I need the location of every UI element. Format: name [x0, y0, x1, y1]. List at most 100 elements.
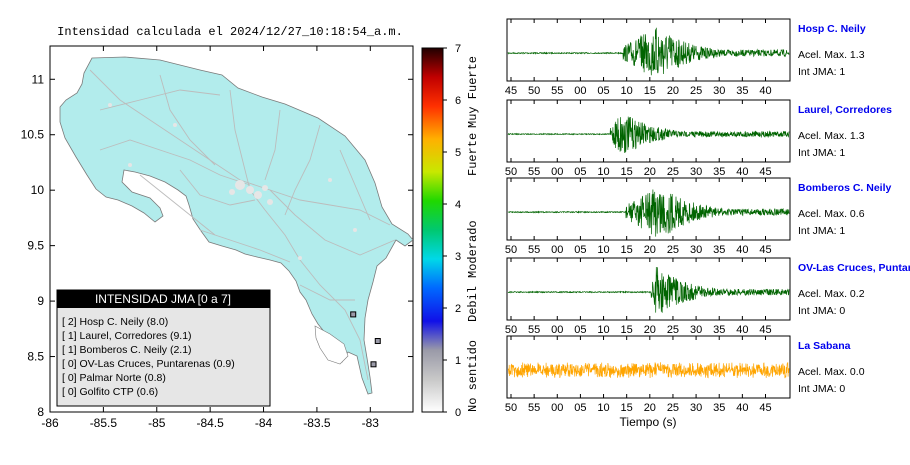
panel-x-tick-label: 15 [644, 85, 656, 97]
map-y-tick-label: 10 [31, 183, 45, 197]
accel-label: Acel. Max. 1.3 [798, 49, 865, 61]
map-y-tick-label: 9 [37, 294, 44, 308]
accel-label: Acel. Max. 1.3 [798, 130, 865, 142]
waveform-panel: 50 55 00 05 10 15 20 25 30 35 40 45 La Sabana Acel. M… [505, 335, 865, 414]
urban-areas [108, 103, 357, 260]
station-name: La Sabana [798, 340, 851, 352]
panel-x-tick-label: 05 [597, 85, 609, 97]
map-title: Intensidad calculada el 2024/12/27_10:18… [57, 25, 403, 39]
colorbar-labels: No sentido Debil Moderado Fuerte Muy Fue… [466, 56, 480, 412]
panel-x-tick-label: 45 [759, 324, 771, 336]
waveform-trace [507, 266, 790, 313]
legend: INTENSIDAD JMA [0 a 7] [ 2] Hosp C. Neil… [56, 289, 271, 407]
station-markers [350, 311, 381, 368]
colorbar-label: Muy Fuerte [466, 56, 480, 128]
colorbar-label: No sentido [466, 340, 480, 412]
panel-x-tick-label: 30 [713, 85, 725, 97]
panel-x-tick-label: 00 [551, 402, 563, 414]
legend-item: [ 1] Laurel, Corredores (9.1) [62, 330, 192, 342]
x-axis-label: Tiempo (s) [620, 415, 677, 429]
map-y-tick-label: 11 [32, 72, 45, 86]
panel-x-tick-label: 10 [597, 166, 609, 178]
station-marker [374, 338, 381, 345]
panel-x-tick-label: 40 [759, 85, 771, 97]
panel-x-tick-label: 00 [551, 324, 563, 336]
waveform-panel: 50 55 00 05 10 15 20 25 30 35 40 45 Laurel, Corredor… [505, 99, 892, 178]
panel-x-tick-label: 35 [713, 166, 725, 178]
map-x-tick-label: -84 [255, 416, 273, 430]
map-x-tick-label: -85 [148, 416, 166, 430]
colorbar-tick-label: 6 [455, 95, 461, 107]
station-name: Laurel, Corredores [798, 104, 892, 116]
panel-x-tick-label: 15 [621, 244, 633, 256]
waveform-trace [507, 116, 790, 154]
panel-x-tick-label: 55 [528, 402, 540, 414]
panel-x-tick-label: 55 [551, 85, 563, 97]
panel-x-tick-label: 05 [574, 324, 586, 336]
colorbar-tick-label: 4 [455, 199, 461, 211]
legend-item: [ 0] OV-Las Cruces, Puntarenas (0.9) [62, 358, 235, 370]
panel-x-tick-label: 20 [644, 166, 656, 178]
panel-x-tick-label: 05 [574, 166, 586, 178]
panel-frame [506, 335, 791, 399]
panel-x-tick-label: 25 [667, 166, 679, 178]
panel-x-tick-label: 50 [505, 166, 517, 178]
panel-x-tick-label: 50 [528, 85, 540, 97]
panel-frame [506, 257, 791, 321]
map-y-tick-label: 8.5 [27, 350, 44, 364]
panel-x-tick-label: 35 [713, 324, 725, 336]
panel-x-tick-label: 25 [690, 85, 702, 97]
panel-x-tick-label: 50 [505, 324, 517, 336]
jma-label: Int JMA: 1 [798, 66, 845, 78]
accel-label: Acel. Max. 0.0 [798, 366, 865, 378]
panel-x-tick-label: 50 [505, 244, 517, 256]
panel-x-tick-label: 45 [759, 166, 771, 178]
panel-x-tick-label: 30 [690, 244, 702, 256]
jma-label: Int JMA: 0 [798, 383, 845, 395]
station-marker [350, 311, 357, 318]
accel-label: Acel. Max. 0.2 [798, 288, 865, 300]
panel-x-tick-label: 10 [597, 244, 609, 256]
panel-x-tick-label: 00 [551, 166, 563, 178]
accel-label: Acel. Max. 0.6 [798, 208, 865, 220]
panel-x-tick-label: 10 [621, 85, 633, 97]
colorbar [421, 47, 444, 413]
legend-header [57, 290, 270, 308]
map-x-tick-label: -86 [41, 416, 59, 430]
map-axis-ticks: -86 -85.5 -85 -84.5 -84 -83.5 -83 11 10.5 10 9.5 9 8… [21, 46, 413, 430]
panel-x-tick-label: 10 [597, 324, 609, 336]
legend-title: INTENSIDAD JMA [0 a 7] [95, 292, 231, 306]
jma-label: Int JMA: 1 [798, 225, 845, 237]
panel-x-tick-label: 20 [667, 85, 679, 97]
panel-x-tick-label: 40 [736, 402, 748, 414]
panel-x-tick-label: 30 [690, 166, 702, 178]
map-x-tick-label: -85.5 [90, 416, 118, 430]
panel-x-tick-label: 45 [759, 244, 771, 256]
panel-x-tick-label: 20 [644, 324, 656, 336]
panel-x-tick-label: 40 [736, 166, 748, 178]
station-name: Bomberos C. Neily [798, 182, 892, 194]
legend-item: [ 0] Golfito CTP (0.6) [62, 386, 158, 398]
map-x-tick-label: -83 [362, 416, 380, 430]
panel-x-tick-label: 20 [644, 244, 656, 256]
waveform-trace [507, 189, 790, 237]
map-y-tick-label: 9.5 [27, 239, 44, 253]
legend-item: [ 0] Palmar Norte (0.8) [62, 372, 166, 384]
station-name: Hosp C. Neily [798, 23, 866, 35]
waveform-panel: 50 55 00 05 10 15 20 25 30 35 40 45 Bomberos C. Neil… [505, 177, 892, 256]
colorbar-tick-label: 0 [455, 407, 461, 419]
panel-x-tick-label: 00 [574, 85, 586, 97]
waveform-trace [507, 362, 790, 379]
map-x-tick-label: -83.5 [303, 416, 331, 430]
gulf-water [314, 325, 349, 365]
country-land [59, 56, 413, 395]
colorbar-label: Fuerte [466, 133, 480, 176]
legend-item: [ 1] Bomberos C. Neily (2.1) [62, 344, 192, 356]
panel-x-tick-label: 50 [505, 402, 517, 414]
panel-x-tick-label: 15 [621, 324, 633, 336]
waveform-trace [507, 27, 790, 76]
colorbar-tick-label: 2 [455, 303, 461, 315]
colorbar-tick-label: 7 [455, 43, 461, 55]
panel-x-tick-label: 55 [528, 244, 540, 256]
panel-x-tick-label: 45 [505, 85, 517, 97]
